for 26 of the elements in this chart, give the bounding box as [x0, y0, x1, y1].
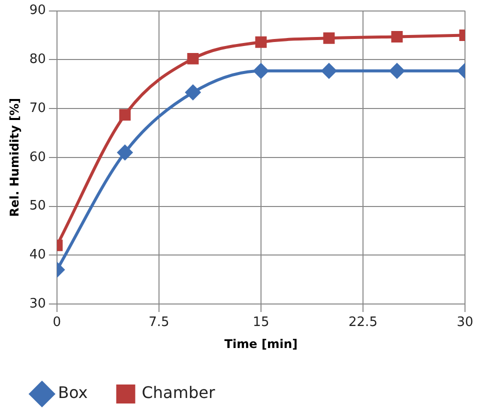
- point: [255, 36, 267, 48]
- y-tick-label: 90: [29, 3, 46, 18]
- x-tick-label: 0: [52, 315, 62, 330]
- point: [389, 63, 404, 78]
- y-tick-label: 60: [29, 150, 46, 165]
- x-tick-label: 22.5: [348, 315, 378, 330]
- y-tick-label: 30: [29, 296, 46, 312]
- point: [323, 32, 335, 44]
- y-tick-label: 40: [29, 248, 46, 263]
- point: [117, 145, 132, 160]
- point: [253, 63, 268, 78]
- x-tick-label: 15: [252, 315, 270, 330]
- x-axis-title: Time [min]: [224, 336, 298, 351]
- y-tick-label: 70: [29, 100, 46, 116]
- point: [185, 84, 200, 100]
- legend-label: Box: [58, 383, 88, 402]
- y-axis-title: Rel. Humidity [%]: [7, 98, 22, 217]
- y-tick-label: 80: [29, 52, 46, 68]
- point: [391, 30, 403, 42]
- point: [187, 52, 199, 64]
- x-tick-label: 30: [456, 315, 474, 330]
- y-tick-label: 50: [29, 198, 46, 214]
- x-tick-label: 7.5: [148, 315, 170, 330]
- point: [119, 109, 131, 121]
- point: [321, 63, 336, 78]
- legend-label: Chamber: [142, 383, 216, 402]
